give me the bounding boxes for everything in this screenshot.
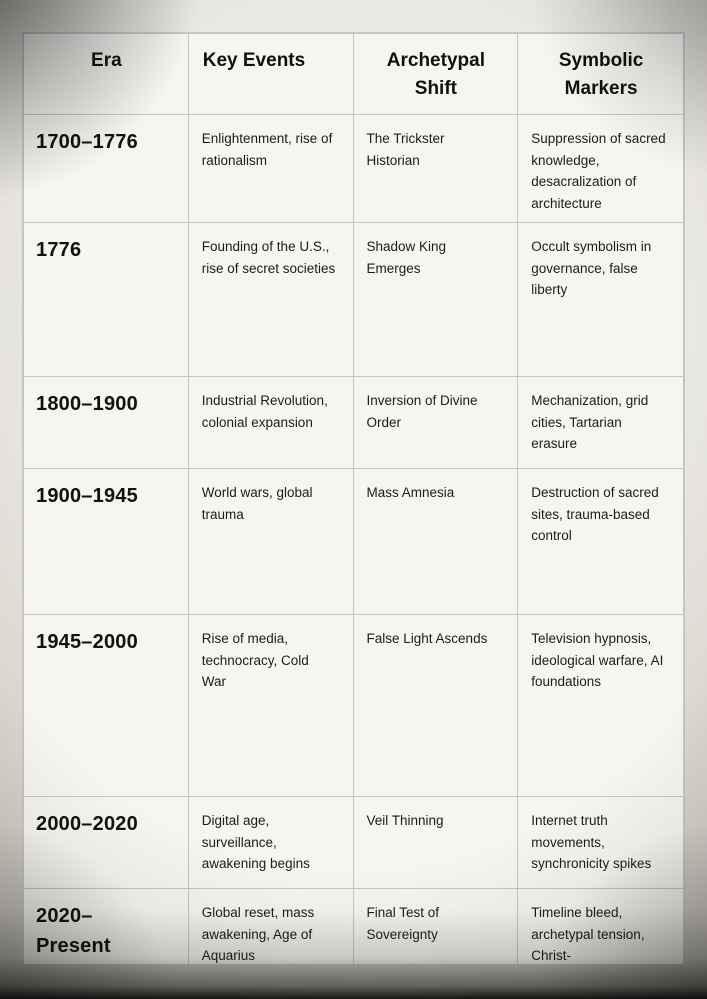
key-events-cell: Rise of media, technocracy, Cold War bbox=[188, 615, 354, 797]
symbolic-markers-cell: Internet truth movements, synchronicity … bbox=[518, 797, 683, 889]
column-header-symbolic-markers: Symbolic Markers bbox=[518, 34, 683, 115]
symbolic-markers-cell: Mechanization, grid cities, Tartarian er… bbox=[518, 377, 683, 469]
era-cell: 1700–1776 bbox=[24, 115, 189, 223]
column-header-key-events: Key Events bbox=[188, 34, 354, 115]
column-header-era: Era bbox=[24, 34, 189, 115]
symbolic-markers-cell: Suppression of sacred knowledge, desacra… bbox=[518, 115, 683, 223]
key-events-cell: Global reset, mass awakening, Age of Aqu… bbox=[188, 889, 354, 965]
era-cell: 2020–Present bbox=[24, 889, 189, 965]
column-header-archetypal-shift: Archetypal Shift bbox=[353, 34, 519, 115]
archetypal-shift-cell: Final Test of Sovereignty bbox=[353, 889, 519, 965]
symbolic-markers-cell: Television hypnosis, ideological warfare… bbox=[518, 615, 683, 797]
key-events-cell: Founding of the U.S., rise of secret soc… bbox=[188, 223, 354, 377]
key-events-cell: Industrial Revolution, colonial expansio… bbox=[188, 377, 354, 469]
archetypal-shift-cell: Veil Thinning bbox=[353, 797, 519, 889]
archetypal-shift-cell: Shadow King Emerges bbox=[353, 223, 519, 377]
era-cell: 1800–1900 bbox=[24, 377, 189, 469]
symbolic-markers-cell: Timeline bleed, archetypal tension, Chri… bbox=[518, 889, 683, 965]
era-cell: 2000–2020 bbox=[24, 797, 189, 889]
archetypal-shift-cell: False Light Ascends bbox=[353, 615, 519, 797]
symbolic-markers-cell: Occult symbolism in governance, false li… bbox=[518, 223, 683, 377]
key-events-cell: World wars, global trauma bbox=[188, 469, 354, 615]
era-cell: 1945–2000 bbox=[24, 615, 189, 797]
symbolic-markers-cell: Destruction of sacred sites, trauma-base… bbox=[518, 469, 683, 615]
archetypal-shift-cell: Inversion of Divine Order bbox=[353, 377, 519, 469]
timeline-table: Era Key Events Archetypal Shift Symbolic… bbox=[22, 32, 685, 965]
key-events-cell: Enlightenment, rise of rationalism bbox=[188, 115, 354, 223]
archetypal-shift-cell: Mass Amnesia bbox=[353, 469, 519, 615]
key-events-cell: Digital age, surveillance, awakening beg… bbox=[188, 797, 354, 889]
era-cell: 1776 bbox=[24, 223, 189, 377]
archetypal-shift-cell: The Trickster Historian bbox=[353, 115, 519, 223]
era-cell: 1900–1945 bbox=[24, 469, 189, 615]
